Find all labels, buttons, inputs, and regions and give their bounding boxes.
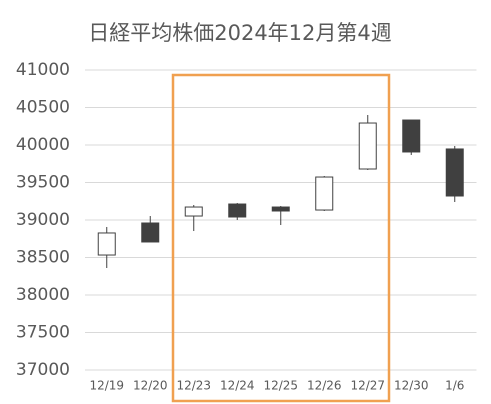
x-tick-label: 12/20 — [133, 379, 168, 393]
y-tick-label: 38500 — [16, 248, 70, 268]
candle-body — [184, 206, 203, 217]
y-tick-label: 39000 — [16, 210, 70, 230]
y-tick-label: 37000 — [16, 360, 70, 380]
x-tick-label: 12/27 — [350, 379, 385, 393]
chart-title: 日経平均株価2024年12月第4週 — [88, 21, 392, 45]
y-tick-label: 40500 — [16, 98, 70, 118]
y-tick-label: 39500 — [16, 173, 70, 193]
candle-body — [358, 122, 377, 170]
y-tick-label: 38000 — [16, 285, 70, 305]
x-tick-label: 12/26 — [307, 379, 342, 393]
x-tick-label: 12/25 — [263, 379, 298, 393]
candle-body — [141, 222, 160, 243]
candle-body — [445, 148, 464, 197]
candle-body — [402, 119, 421, 153]
y-tick-label: 41000 — [16, 60, 70, 80]
y-tick-label: 37500 — [16, 323, 70, 343]
candle-body — [97, 232, 116, 256]
candle-body — [271, 206, 290, 212]
x-tick-label: 12/23 — [176, 379, 211, 393]
candle-body — [228, 203, 247, 218]
candle-body — [315, 176, 334, 211]
x-tick-label: 12/30 — [394, 379, 429, 393]
highlight-box — [171, 73, 391, 403]
x-tick-label: 12/19 — [89, 379, 124, 393]
x-tick-label: 1/6 — [445, 379, 464, 393]
y-tick-label: 40000 — [16, 135, 70, 155]
x-tick-label: 12/24 — [220, 379, 255, 393]
